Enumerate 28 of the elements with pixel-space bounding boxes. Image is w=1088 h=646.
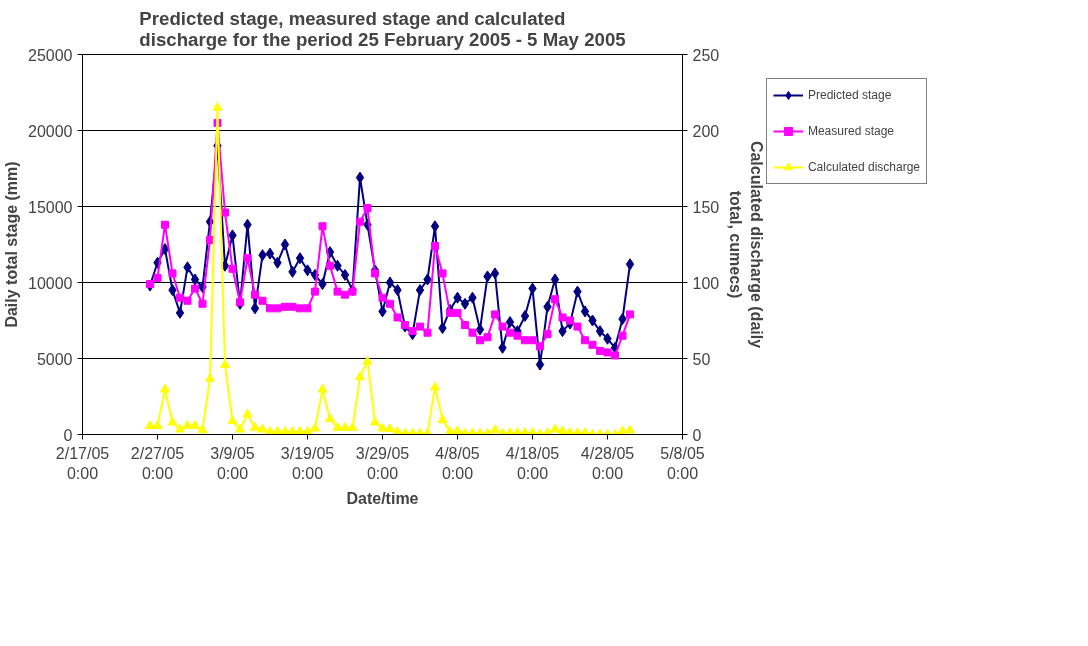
x-tick-label: 2/27/05 0:00 xyxy=(130,444,185,482)
y2-tick-label: 150 xyxy=(692,198,720,216)
y-tick-label: 10000 xyxy=(28,274,73,292)
y2-axis-title: Calculated discharge (daily total, cumecs) xyxy=(727,140,765,349)
x-tick-label: 3/9/05 0:00 xyxy=(210,444,255,482)
y2-tick-label: 200 xyxy=(692,122,720,140)
y2-tick-label: 100 xyxy=(692,274,720,292)
y-tick-label: 25000 xyxy=(28,46,73,64)
y-tick-label: 20000 xyxy=(28,122,73,140)
y2-tick-label: 250 xyxy=(692,46,720,64)
legend-label: Measured stage xyxy=(807,124,895,138)
x-tick-label: 4/28/05 0:00 xyxy=(580,444,635,482)
x-tick-label: 2/17/05 0:00 xyxy=(55,444,110,482)
y-tick-label: 5000 xyxy=(36,350,73,368)
x-tick-label: 4/8/05 0:00 xyxy=(435,444,480,482)
y-tick-label: 0 xyxy=(63,426,73,444)
legend-label: Calculated discharge xyxy=(807,160,921,174)
x-tick-label: 5/8/05 0:00 xyxy=(660,444,705,482)
chart-title: Predicted stage, measured stage and calculated discharge for the period 25 February 2005 - 5 May 2005 xyxy=(139,7,626,50)
y-axis-title: Daily total stage (mm) xyxy=(3,161,21,328)
y2-tick-label: 50 xyxy=(692,350,711,368)
x-tick-label: 3/19/05 0:00 xyxy=(280,444,335,482)
x-tick-label: 3/29/05 0:00 xyxy=(355,444,410,482)
x-tick-label: 4/18/05 0:00 xyxy=(505,444,560,482)
y2-tick-label: 0 xyxy=(692,426,702,444)
x-axis-title: Date/time xyxy=(346,489,419,507)
y-tick-label: 15000 xyxy=(28,198,73,216)
legend-label: Predicted stage xyxy=(807,88,892,102)
